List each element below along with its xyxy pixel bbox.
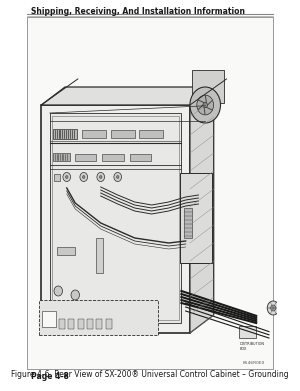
Circle shape — [65, 176, 68, 179]
Circle shape — [271, 305, 276, 311]
Bar — [102, 154, 124, 161]
Circle shape — [197, 95, 214, 115]
Circle shape — [99, 176, 102, 179]
Circle shape — [267, 301, 279, 315]
Circle shape — [116, 176, 119, 179]
Bar — [111, 130, 135, 138]
Bar — [52, 116, 179, 320]
Polygon shape — [190, 87, 214, 333]
Bar — [97, 319, 102, 329]
Bar — [56, 247, 75, 255]
Polygon shape — [41, 87, 214, 105]
Bar — [106, 319, 112, 329]
Bar — [41, 105, 190, 333]
Bar — [192, 70, 224, 103]
Circle shape — [80, 172, 88, 181]
Circle shape — [54, 286, 62, 296]
Bar — [239, 326, 256, 338]
Bar — [54, 174, 60, 181]
Bar — [53, 129, 77, 139]
Circle shape — [114, 172, 122, 181]
Bar — [39, 300, 158, 335]
Bar — [53, 153, 70, 161]
Text: DISTRIBUTION
BOX: DISTRIBUTION BOX — [239, 342, 264, 351]
Bar — [130, 154, 151, 161]
Circle shape — [97, 172, 104, 181]
Bar — [42, 311, 56, 327]
Bar — [82, 130, 106, 138]
Bar — [78, 319, 84, 329]
Bar — [97, 238, 103, 273]
Bar — [139, 130, 163, 138]
Text: Page 4-8: Page 4-8 — [31, 372, 69, 381]
Text: 8546R0E0: 8546R0E0 — [242, 361, 265, 365]
Bar — [50, 113, 182, 323]
Circle shape — [71, 290, 80, 300]
Text: Figure 4-6  Rear View of SX-200® Universal Control Cabinet – Grounding: Figure 4-6 Rear View of SX-200® Universa… — [11, 370, 289, 379]
Bar — [68, 319, 74, 329]
Bar — [180, 173, 212, 263]
Bar — [184, 208, 193, 238]
Bar — [87, 319, 93, 329]
Circle shape — [63, 172, 70, 181]
Circle shape — [203, 102, 208, 108]
Text: Shipping, Receiving, And Installation Information: Shipping, Receiving, And Installation In… — [31, 7, 245, 16]
Circle shape — [190, 87, 220, 123]
Bar — [75, 154, 97, 161]
Bar — [59, 319, 65, 329]
Circle shape — [82, 176, 85, 179]
